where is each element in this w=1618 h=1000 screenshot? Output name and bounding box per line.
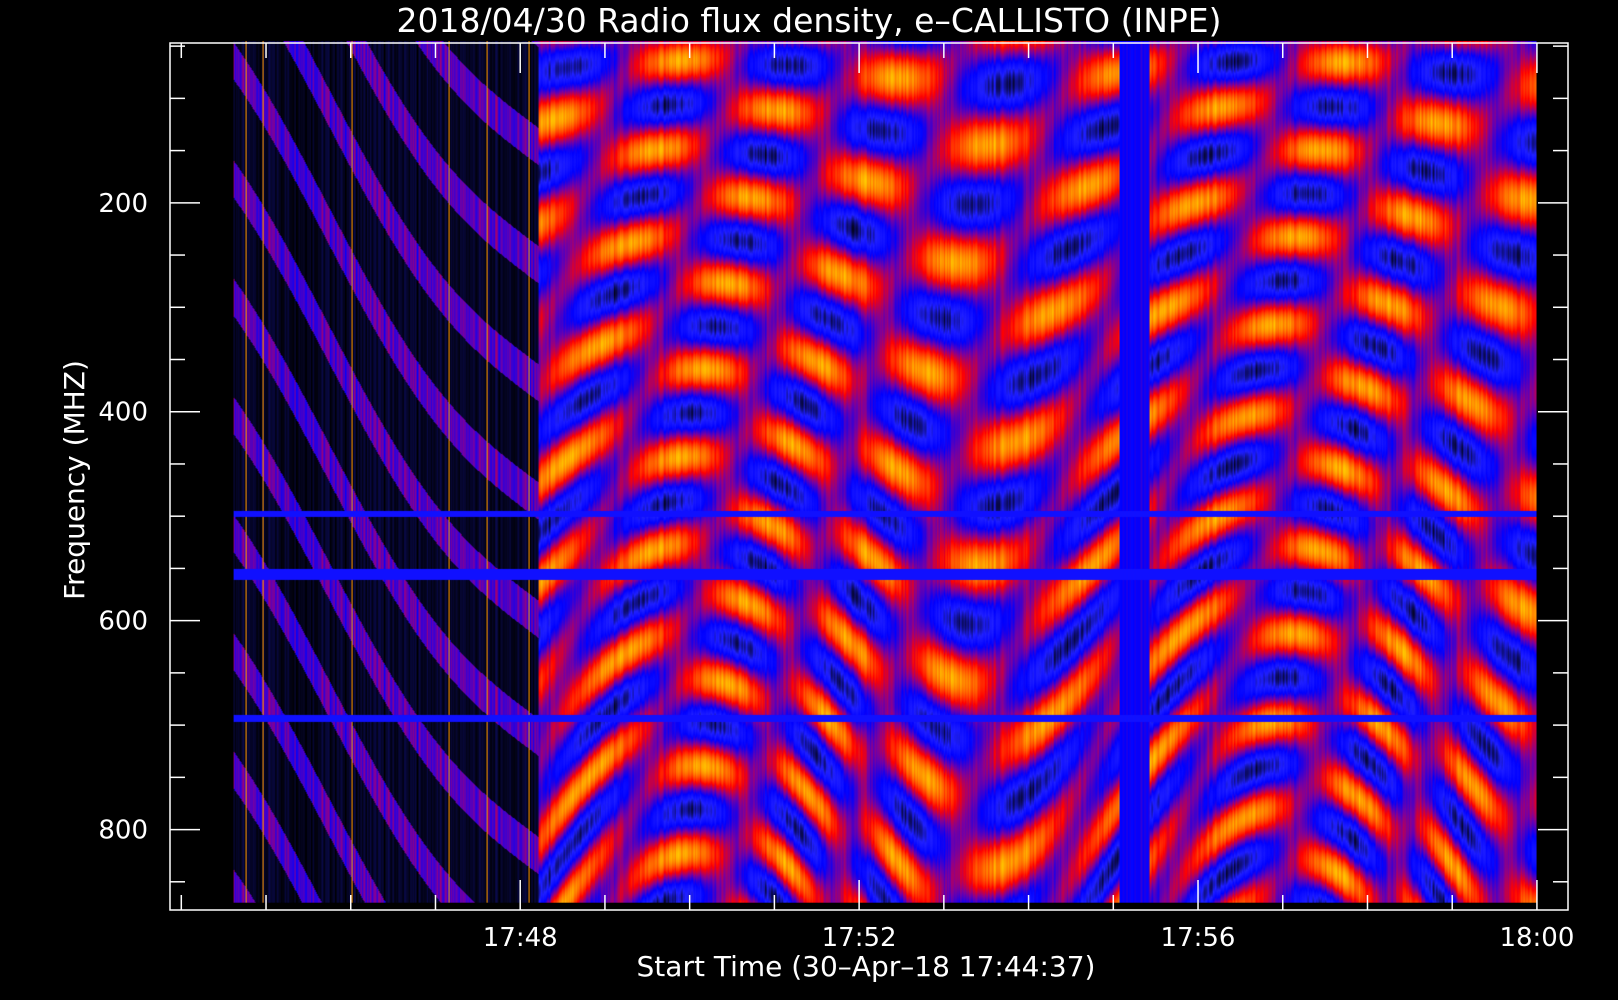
spectrogram-image bbox=[233, 40, 1537, 903]
y-tick-label: 200 bbox=[98, 189, 148, 219]
x-tick-label: 17:56 bbox=[1161, 923, 1236, 953]
heatmap-layer bbox=[233, 40, 1537, 903]
x-tick-label: 17:52 bbox=[822, 923, 897, 953]
axes-layer: 17:48 17:52 17:56 18:00 200 400 600 800 bbox=[98, 42, 1574, 953]
chart-title: 2018/04/30 Radio flux density, e–CALLIST… bbox=[396, 1, 1221, 40]
y-axis-label: Frequency (MHZ) bbox=[58, 360, 91, 600]
x-tick-label: 17:48 bbox=[483, 923, 558, 953]
plot-frame bbox=[169, 42, 1569, 911]
x-tick-label: 18:00 bbox=[1499, 923, 1574, 953]
y-tick-label: 600 bbox=[98, 607, 148, 637]
y-tick-label: 400 bbox=[98, 398, 148, 428]
y-tick-label: 800 bbox=[98, 816, 148, 846]
x-axis-label: Start Time (30–Apr–18 17:44:37) bbox=[637, 950, 1096, 983]
